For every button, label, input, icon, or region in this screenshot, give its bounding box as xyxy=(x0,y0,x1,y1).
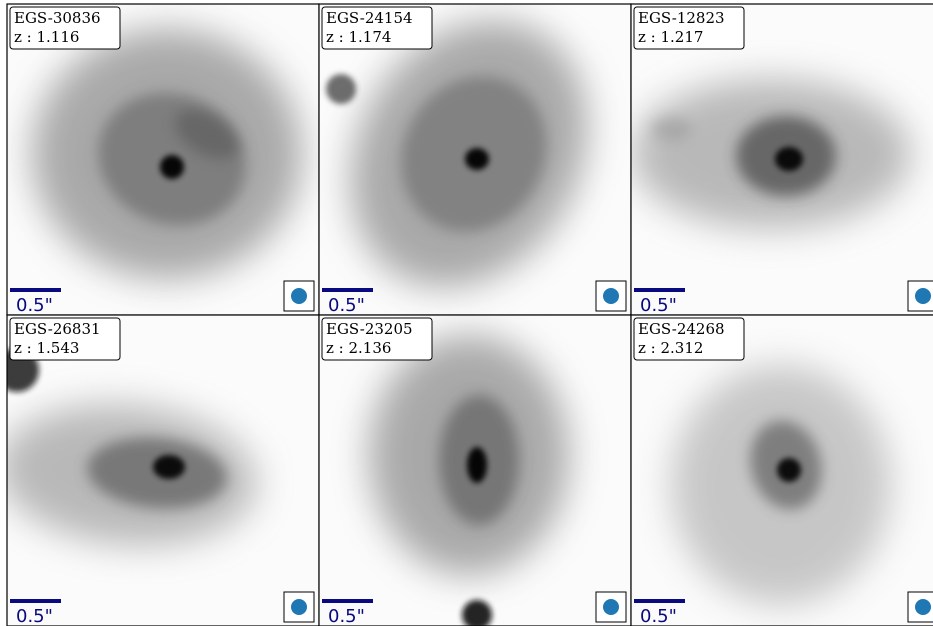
galaxy xyxy=(467,447,487,483)
psf xyxy=(603,288,619,304)
label-box xyxy=(321,317,433,361)
scale-label: 0.5" xyxy=(640,295,677,316)
galaxy xyxy=(465,148,489,170)
redshift: z : 2.136 xyxy=(326,339,391,357)
label-box xyxy=(321,6,433,50)
label-box xyxy=(633,6,745,50)
scale-label: 0.5" xyxy=(640,606,677,626)
object-id: EGS-12823 xyxy=(638,9,725,27)
label-box xyxy=(9,317,121,361)
scale-label: 0.5" xyxy=(328,606,365,626)
redshift: z : 1.116 xyxy=(14,28,79,46)
object-id: EGS-23205 xyxy=(326,320,413,338)
galaxy xyxy=(153,455,185,479)
scale-label: 0.5" xyxy=(16,295,53,316)
redshift: z : 1.217 xyxy=(638,28,703,46)
redshift: z : 2.312 xyxy=(638,339,703,357)
object-id: EGS-24268 xyxy=(638,320,725,338)
object-id: EGS-30836 xyxy=(14,9,101,27)
galaxy xyxy=(775,147,803,171)
psf xyxy=(915,599,931,615)
panel-frame xyxy=(630,314,933,626)
galaxy xyxy=(777,458,801,482)
label-box xyxy=(633,317,745,361)
redshift: z : 1.174 xyxy=(326,28,391,46)
galaxy xyxy=(160,155,184,179)
scale-bar xyxy=(634,288,685,292)
scale-bar xyxy=(10,288,61,292)
label-box xyxy=(9,6,121,50)
scale-bar xyxy=(10,599,61,603)
galaxy xyxy=(175,109,239,159)
psf xyxy=(603,599,619,615)
scale-label: 0.5" xyxy=(16,606,53,626)
psf xyxy=(291,288,307,304)
scale-bar xyxy=(322,599,373,603)
galaxy xyxy=(651,117,691,141)
galaxy xyxy=(462,600,492,626)
object-id: EGS-26831 xyxy=(14,320,101,338)
galaxy xyxy=(326,74,356,104)
psf xyxy=(915,288,931,304)
psf xyxy=(291,599,307,615)
scale-label: 0.5" xyxy=(328,295,365,316)
redshift: z : 1.543 xyxy=(14,339,79,357)
scale-bar xyxy=(634,599,685,603)
object-id: EGS-24154 xyxy=(326,9,413,27)
scale-bar xyxy=(322,288,373,292)
